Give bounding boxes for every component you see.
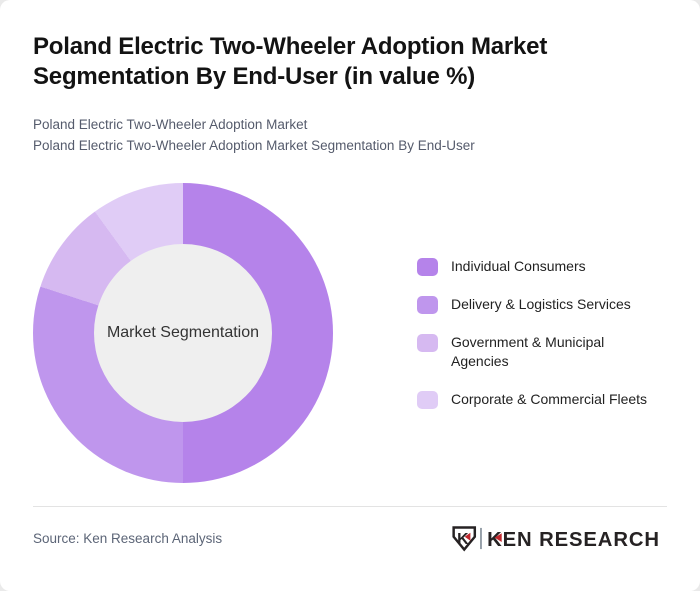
legend-label: Corporate & Commercial Fleets xyxy=(451,391,648,407)
legend-item: Corporate & Commercial Fleets xyxy=(417,390,651,409)
donut-chart-wrap: Market Segmentation xyxy=(33,183,333,483)
shield-monogram: K xyxy=(457,531,469,548)
legend-swatch xyxy=(417,295,438,314)
donut-center-label: Market Segmentation xyxy=(106,324,260,341)
footer-divider xyxy=(33,506,667,507)
shield-icon: K xyxy=(452,526,477,552)
legend-label: Government & Municipal Agencies xyxy=(451,334,605,369)
legend-label: Delivery & Logistics Services xyxy=(451,296,631,312)
shield-red-arrow-icon xyxy=(464,532,471,541)
breadcrumb-subtitle: Poland Electric Two-Wheeler Adoption Mar… xyxy=(33,114,667,156)
legend-item: Delivery & Logistics Services xyxy=(417,295,651,314)
logo-separator xyxy=(480,527,482,550)
legend-label: Individual Consumers xyxy=(451,258,586,274)
legend-swatch xyxy=(417,390,438,409)
chart-legend: Individual Consumers Delivery & Logistic… xyxy=(417,257,651,409)
legend-item: Individual Consumers xyxy=(417,257,651,276)
legend-swatch xyxy=(417,257,438,276)
brand-wordmark: KEN RESEARCH xyxy=(487,529,660,551)
footer: Source: Ken Research Analysis K KEN RESE… xyxy=(33,525,667,552)
chart-area: Market Segmentation Individual Consumers… xyxy=(33,183,667,483)
legend-item: Government & Municipal Agencies xyxy=(417,333,651,371)
page-title-line-2: Segmentation By End-User (in value %) xyxy=(33,63,476,90)
page-title: Poland Electric Two-Wheeler Adoption Mar… xyxy=(33,32,667,92)
legend-swatch xyxy=(417,333,438,352)
donut-hole: Market Segmentation xyxy=(94,244,272,422)
wordmark-red-arrow-icon xyxy=(494,533,502,543)
ken-research-logo: K KEN RESEARCH xyxy=(452,526,660,552)
subtitle-line-2: Poland Electric Two-Wheeler Adoption Mar… xyxy=(33,138,475,153)
source-attribution: Source: Ken Research Analysis xyxy=(33,531,223,546)
subtitle-line-1: Poland Electric Two-Wheeler Adoption Mar… xyxy=(33,117,308,132)
page-title-line-1: Poland Electric Two-Wheeler Adoption Mar… xyxy=(33,33,548,60)
